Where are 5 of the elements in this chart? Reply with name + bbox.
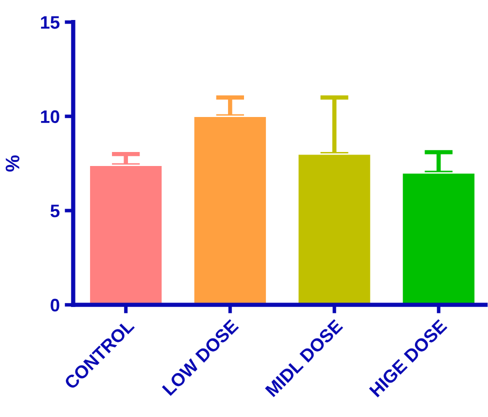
y-tick-label: 0 xyxy=(50,298,60,312)
y-axis-title: % xyxy=(6,155,20,172)
y-tick-label: 10 xyxy=(41,110,60,124)
y-tick-label: 5 xyxy=(50,204,60,218)
y-tick-label: 15 xyxy=(41,16,60,29)
